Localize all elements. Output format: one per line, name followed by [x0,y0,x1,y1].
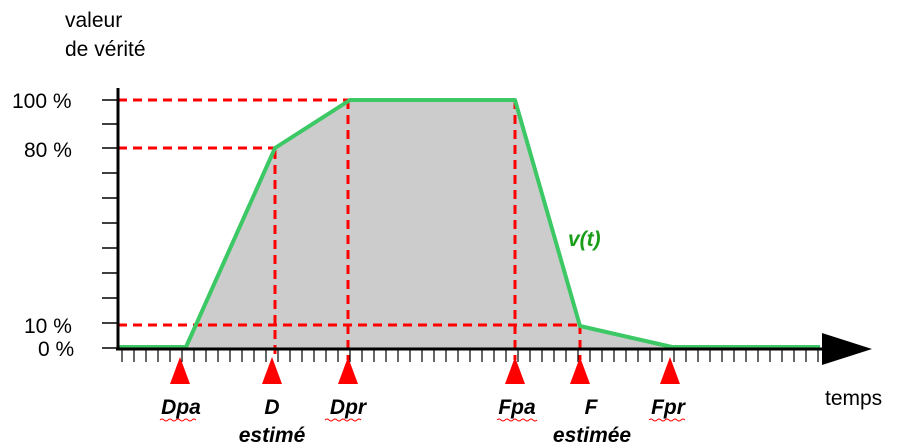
marker-sublabel-f: estimée [553,424,632,447]
x-axis-arrowhead [822,333,872,365]
marker-sublabel-d: estimé [239,424,306,447]
spellcheck-underlines [159,418,686,422]
y-tick-label-10: 10 % [24,315,72,338]
marker-fpa-triangle [505,357,525,384]
y-axis-ticks [102,99,118,349]
marker-label-fpa: Fpa [498,396,536,419]
marker-label-dpr: Dpr [330,396,368,419]
marker-dpr-triangle [338,357,358,384]
marker-label-dpa: Dpa [161,396,201,419]
marker-fpr-triangle [660,357,680,384]
x-axis-ticks [121,349,819,362]
x-axis-title: temps [825,387,882,410]
y-axis-title-line1: valeur [65,9,122,32]
marker-label-d: D [264,396,279,419]
marker-f-triangle [570,357,590,384]
y-tick-label-80: 80 % [24,139,72,162]
marker-label-fpr: Fpr [651,396,687,419]
y-tick-label-0: 0 % [38,338,74,361]
y-axis-title-line2: de vérité [65,38,146,61]
marker-d-triangle [262,357,282,384]
marker-label-f: F [585,396,599,419]
curve-label: v(t) [568,228,601,251]
truth-curve [118,98,820,349]
markers [170,357,680,384]
curve-area [118,100,820,348]
marker-dpa-triangle [170,357,190,384]
y-tick-label-100: 100 % [12,90,72,113]
